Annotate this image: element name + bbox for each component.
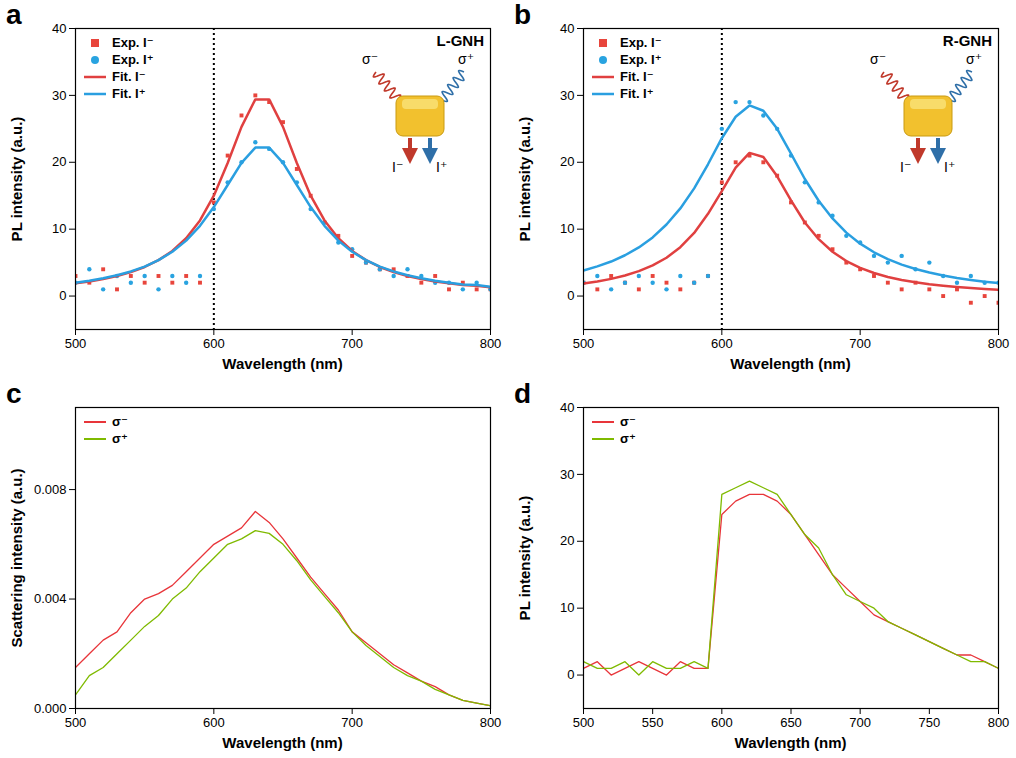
svg-text:30: 30	[560, 88, 574, 103]
svg-text:600: 600	[203, 715, 225, 730]
html-text:Fit. I⁻: Fit. I⁻	[112, 69, 146, 84]
svg-text:500: 500	[573, 336, 595, 351]
svg-text:500: 500	[65, 715, 87, 730]
html-text:PL intensity (a.u.): PL intensity (a.u.)	[515, 116, 532, 241]
html-text:Wavelength (nm): Wavelength (nm)	[222, 734, 343, 751]
svg-text:I⁺: I⁺	[944, 159, 955, 175]
html-text:PL intensity (a.u.): PL intensity (a.u.)	[7, 116, 24, 241]
html-text:σ⁺: σ⁺	[620, 431, 636, 446]
svg-text:20: 20	[560, 533, 574, 548]
svg-text:800: 800	[988, 715, 1010, 730]
html-text:d: d	[514, 378, 532, 409]
html-text:Exp. I⁺: Exp. I⁺	[112, 52, 154, 67]
svg-text:40: 40	[560, 21, 574, 36]
svg-text:800: 800	[988, 336, 1010, 351]
svg-text:0.008: 0.008	[34, 482, 67, 497]
svg-text:500: 500	[573, 715, 595, 730]
svg-text:I⁻: I⁻	[900, 159, 911, 175]
html-text:c: c	[6, 378, 22, 409]
svg-text:700: 700	[849, 715, 871, 730]
svg-text:I⁺: I⁺	[436, 159, 447, 175]
svg-text:750: 750	[918, 715, 940, 730]
svg-text:550: 550	[642, 715, 664, 730]
html-text:a: a	[6, 0, 22, 30]
svg-text:σ⁻: σ⁻	[362, 51, 378, 67]
svg-text:800: 800	[480, 715, 502, 730]
html-text:Wavelength (nm): Wavelength (nm)	[222, 355, 343, 372]
html-text:Exp. I⁻: Exp. I⁻	[620, 35, 662, 50]
svg-text:30: 30	[52, 88, 66, 103]
html-text:PL intensity (a.u.): PL intensity (a.u.)	[515, 495, 532, 620]
svg-text:10: 10	[560, 600, 574, 615]
svg-text:600: 600	[203, 336, 225, 351]
svg-text:700: 700	[849, 336, 871, 351]
html-text:L-GNH: L-GNH	[436, 32, 484, 49]
html-text:R-GNH: R-GNH	[942, 32, 992, 49]
svg-text:I⁻: I⁻	[392, 159, 403, 175]
svg-text:σ⁺: σ⁺	[966, 51, 982, 67]
svg-text:20: 20	[560, 154, 574, 169]
svg-text:600: 600	[711, 715, 733, 730]
svg-text:0: 0	[59, 288, 66, 303]
html-text:Fit. I⁻: Fit. I⁻	[620, 69, 654, 84]
svg-text:σ⁻: σ⁻	[870, 51, 886, 67]
html-text:σ⁻: σ⁻	[112, 414, 128, 429]
svg-text:40: 40	[560, 400, 574, 415]
svg-text:10: 10	[52, 221, 66, 236]
html-text:Exp. I⁻: Exp. I⁻	[112, 35, 154, 50]
svg-text:0.000: 0.000	[34, 701, 67, 716]
svg-text:10: 10	[560, 221, 574, 236]
html-text:σ⁻: σ⁻	[620, 414, 636, 429]
svg-text:30: 30	[560, 467, 574, 482]
html-text:Scattering intensity (a.u.): Scattering intensity (a.u.)	[7, 467, 24, 648]
svg-text:700: 700	[341, 715, 363, 730]
svg-text:700: 700	[341, 336, 363, 351]
svg-text:800: 800	[480, 336, 502, 351]
svg-text:600: 600	[711, 336, 733, 351]
html-text:Exp. I⁺: Exp. I⁺	[620, 52, 662, 67]
html-text:Wavlength (nm): Wavlength (nm)	[734, 734, 847, 751]
html-text:Fit. I⁺: Fit. I⁺	[112, 86, 146, 101]
svg-text:0: 0	[567, 288, 574, 303]
html-text:Fit. I⁺: Fit. I⁺	[620, 86, 654, 101]
html-text:Wavelength (nm): Wavelength (nm)	[730, 355, 851, 372]
svg-text:0: 0	[567, 667, 574, 682]
svg-text:0.004: 0.004	[34, 591, 67, 606]
svg-text:40: 40	[52, 21, 66, 36]
html-text:b: b	[514, 0, 532, 30]
svg-text:500: 500	[65, 336, 87, 351]
svg-text:σ⁺: σ⁺	[458, 51, 474, 67]
svg-text:650: 650	[780, 715, 802, 730]
svg-text:20: 20	[52, 154, 66, 169]
html-text:σ⁺: σ⁺	[112, 431, 128, 446]
